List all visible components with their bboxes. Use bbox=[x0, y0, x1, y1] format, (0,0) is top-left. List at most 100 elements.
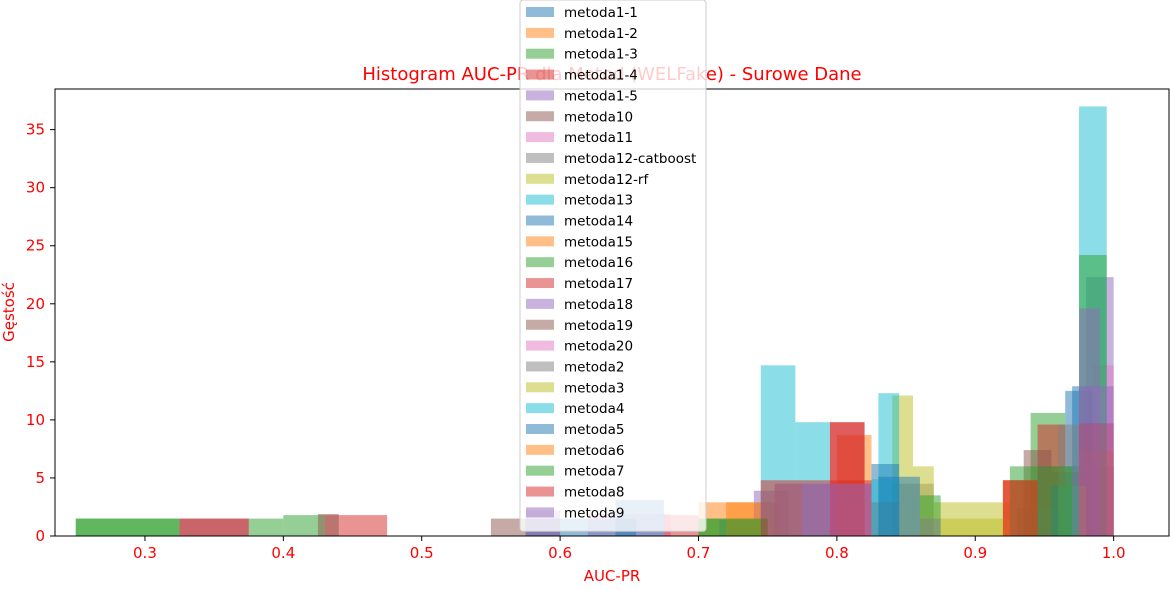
bar-metoda7-0 bbox=[75, 518, 180, 536]
legend-label: metoda1-1 bbox=[564, 5, 638, 21]
legend-swatch bbox=[526, 236, 554, 247]
legend-label: metoda1-2 bbox=[564, 26, 638, 42]
x-tick-label: 1.0 bbox=[1102, 544, 1126, 562]
legend-item: metoda4 bbox=[526, 401, 624, 417]
legend-item: metoda3 bbox=[526, 380, 624, 396]
x-axis-label: AUC-PR bbox=[584, 567, 641, 585]
legend-swatch bbox=[526, 465, 554, 476]
legend-swatch bbox=[526, 507, 554, 518]
bar-metoda1-4-0 bbox=[324, 515, 388, 536]
bar-metoda8-3 bbox=[1002, 480, 1038, 536]
legend-label: metoda9 bbox=[564, 505, 624, 521]
legend-item: metoda1-2 bbox=[526, 26, 638, 42]
legend-item: metoda9 bbox=[526, 505, 624, 521]
bar-metoda3-0 bbox=[940, 518, 1010, 536]
y-tick-label: 30 bbox=[26, 179, 45, 197]
legend-label: metoda17 bbox=[564, 276, 633, 292]
x-tick-label: 0.7 bbox=[687, 544, 711, 562]
legend-box bbox=[519, 0, 707, 532]
legend-label: metoda19 bbox=[564, 318, 633, 334]
legend-item: metoda10 bbox=[526, 109, 633, 125]
legend-label: metoda5 bbox=[564, 422, 624, 438]
legend-item: metoda5 bbox=[526, 422, 624, 438]
x-tick-label: 0.5 bbox=[410, 544, 434, 562]
legend-label: metoda2 bbox=[564, 359, 624, 375]
legend-swatch bbox=[526, 173, 554, 184]
legend-label: metoda3 bbox=[564, 380, 624, 396]
legend-swatch bbox=[526, 48, 554, 59]
legend-label: metoda1-4 bbox=[564, 68, 638, 84]
legend-item: metoda18 bbox=[526, 297, 633, 313]
legend-item: metoda17 bbox=[526, 276, 633, 292]
legend-label: metoda20 bbox=[564, 339, 633, 355]
legend-item: metoda12-catboost bbox=[526, 151, 696, 167]
y-tick-label: 5 bbox=[35, 469, 45, 487]
bar-metoda1-3-0 bbox=[283, 515, 325, 536]
y-tick-label: 15 bbox=[26, 353, 45, 371]
legend-item: metoda16 bbox=[526, 255, 633, 271]
legend-swatch bbox=[526, 278, 554, 289]
legend-item: metoda15 bbox=[526, 234, 633, 250]
legend-swatch bbox=[526, 69, 554, 80]
bar-metoda7-1 bbox=[698, 518, 768, 536]
bar-metoda9-1 bbox=[802, 483, 872, 536]
legend-label: metoda1-3 bbox=[564, 47, 638, 63]
legend-label: metoda10 bbox=[564, 109, 633, 125]
x-tick-label: 0.8 bbox=[825, 544, 849, 562]
y-ticks: 0 5 10 15 20 25 30 35 bbox=[26, 121, 55, 545]
legend-swatch bbox=[526, 194, 554, 205]
legend-label: metoda12-catboost bbox=[564, 151, 696, 167]
legend-swatch bbox=[526, 444, 554, 455]
legend-swatch bbox=[526, 152, 554, 163]
legend-item: metoda1-1 bbox=[526, 5, 638, 21]
legend-swatch bbox=[526, 361, 554, 372]
legend-swatch bbox=[526, 90, 554, 101]
y-tick-label: 35 bbox=[26, 121, 45, 139]
legend-swatch bbox=[526, 298, 554, 309]
legend-item: metoda19 bbox=[526, 318, 633, 334]
bar-metoda9-2 bbox=[1079, 386, 1114, 536]
legend-swatch bbox=[526, 319, 554, 330]
legend-label: metoda16 bbox=[564, 255, 633, 271]
legend-swatch bbox=[526, 340, 554, 351]
legend-swatch bbox=[526, 424, 554, 434]
legend-label: metoda11 bbox=[564, 130, 633, 146]
legend-swatch bbox=[526, 132, 554, 143]
legend-item: metoda1-5 bbox=[526, 88, 638, 104]
legend-item: metoda13 bbox=[526, 193, 633, 209]
bar-metoda19-0 bbox=[317, 513, 339, 536]
x-tick-label: 0.4 bbox=[271, 544, 295, 562]
y-tick-label: 10 bbox=[26, 411, 45, 429]
y-tick-label: 20 bbox=[26, 295, 45, 313]
legend-label: metoda15 bbox=[564, 234, 633, 250]
y-tick-label: 0 bbox=[35, 527, 45, 545]
legend-swatch bbox=[526, 215, 554, 226]
legend-item: metoda6 bbox=[526, 443, 624, 459]
y-axis-label: Gęstość bbox=[0, 282, 18, 342]
legend-item: metoda7 bbox=[526, 464, 624, 480]
legend-item: metoda8 bbox=[526, 485, 624, 501]
legend-item: metoda11 bbox=[526, 130, 633, 146]
legend-swatch bbox=[526, 486, 554, 497]
legend-label: metoda1-5 bbox=[564, 88, 638, 104]
legend-item: metoda12-rf bbox=[526, 172, 649, 188]
legend-swatch bbox=[526, 403, 554, 414]
x-tick-label: 0.6 bbox=[548, 544, 572, 562]
legend-label: metoda7 bbox=[564, 464, 624, 480]
legend-label: metoda12-rf bbox=[564, 172, 649, 188]
legend-label: metoda4 bbox=[564, 401, 624, 417]
x-ticks: 0.3 0.4 0.5 0.6 0.7 0.8 0.9 1.0 bbox=[133, 536, 1126, 562]
legend-label: metoda13 bbox=[564, 193, 633, 209]
x-tick-label: 0.9 bbox=[963, 544, 987, 562]
legend-label: metoda6 bbox=[564, 443, 624, 459]
bar-metoda8-0 bbox=[179, 518, 249, 536]
legend-item: metoda20 bbox=[526, 339, 633, 355]
legend-item: metoda2 bbox=[526, 359, 624, 375]
bar-metoda5-1 bbox=[878, 476, 920, 536]
legend-swatch bbox=[526, 27, 554, 38]
legend-item: metoda14 bbox=[526, 214, 633, 230]
legend-swatch bbox=[526, 7, 554, 17]
legend-swatch bbox=[526, 257, 554, 268]
legend-item: metoda1-4 bbox=[526, 68, 638, 84]
